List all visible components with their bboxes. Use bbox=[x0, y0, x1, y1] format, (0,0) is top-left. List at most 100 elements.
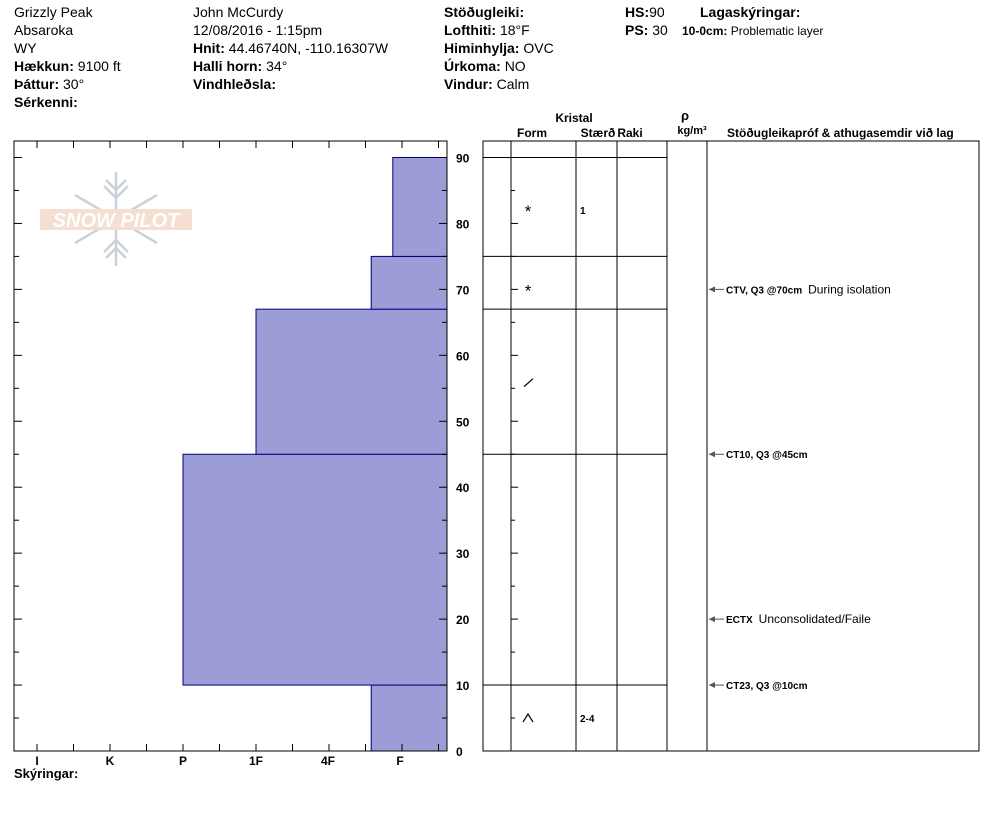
hardness-frame bbox=[13, 140, 448, 752]
grain-size-label: 1 bbox=[580, 206, 586, 217]
specifics-label: Sérkenni: bbox=[14, 94, 78, 110]
snowpilot-logo: SNOW PILOT bbox=[40, 172, 192, 266]
depth-label: 10 bbox=[456, 679, 470, 693]
tests-header: Stöðugleikapróf & athugasemdir við lag bbox=[727, 126, 954, 140]
test-code: CTV, Q3 @70cm bbox=[726, 285, 802, 296]
precip-row: Úrkoma: NO bbox=[444, 57, 526, 75]
test-code: CT10, Q3 @45cm bbox=[726, 450, 808, 461]
density-symbol: ρ bbox=[681, 108, 689, 123]
hardness-label: 1F bbox=[249, 754, 263, 768]
stability-label: Stöðugleiki: bbox=[444, 4, 525, 20]
hardness-axis-labels: I K P 1F 4F F bbox=[35, 754, 403, 768]
moisture-header: Raki bbox=[617, 126, 642, 140]
slope-label: Halli horn: bbox=[193, 58, 263, 74]
mountain-range: Absaroka bbox=[14, 22, 74, 38]
form-header: Form bbox=[517, 126, 547, 140]
elevation-row: Hækkun: 9100 ft bbox=[14, 57, 121, 75]
comments-label: Skýringar: bbox=[14, 766, 78, 781]
depth-label: 40 bbox=[456, 481, 470, 495]
test-note: Unconsolidated/Faile bbox=[759, 612, 871, 626]
observer-name: John McCurdy bbox=[193, 4, 284, 20]
aspect-value: 30° bbox=[63, 76, 85, 92]
hardness-bar-0 bbox=[370, 684, 448, 752]
hardness-bars bbox=[182, 156, 448, 752]
hardness-label: P bbox=[179, 754, 187, 768]
coords-value: 44.46740N, -110.16307W bbox=[228, 40, 389, 56]
depth-label: 30 bbox=[456, 547, 470, 561]
air-temp-label: Lofthiti: bbox=[444, 22, 497, 38]
crystal-header: Kristal bbox=[555, 111, 592, 125]
layer-note-range: 10-0cm: bbox=[682, 24, 728, 38]
depth-label: 60 bbox=[456, 349, 470, 363]
test-code: ECTX bbox=[726, 615, 753, 626]
table-depth-ticks bbox=[511, 156, 518, 752]
ps-row: PS: 30 bbox=[625, 21, 668, 39]
observation-datetime: 12/08/2016 - 1:15pm bbox=[193, 22, 323, 38]
layer-note-item: 10-0cm: Problematic layer bbox=[682, 22, 823, 40]
coords-label: Hnit: bbox=[193, 40, 225, 56]
precip-value: NO bbox=[504, 58, 526, 74]
layer-table-frame bbox=[482, 140, 980, 752]
elevation-label: Hækkun: bbox=[14, 58, 74, 74]
depth-label: 90 bbox=[456, 151, 470, 165]
layer-notes-title: Lagaskýringar: bbox=[700, 4, 801, 20]
coords-row: Hnit: 44.46740N, -110.16307W bbox=[193, 39, 388, 57]
aspect-row: Þáttur: 30° bbox=[14, 75, 84, 93]
precip-label: Úrkoma: bbox=[444, 58, 501, 74]
air-temp-value: 18°F bbox=[499, 22, 530, 38]
depth-label: 70 bbox=[456, 283, 470, 297]
form-symbol-star: * bbox=[525, 281, 532, 300]
form-symbol-star: * bbox=[525, 202, 532, 221]
depth-label: 20 bbox=[456, 613, 470, 627]
density-unit: kg/m³ bbox=[677, 125, 707, 137]
hardness-bar-2 bbox=[255, 308, 448, 455]
wind-loading-label: Vindhleðsla: bbox=[193, 76, 276, 92]
hardness-ticks bbox=[14, 141, 447, 752]
test-note: During isolation bbox=[808, 282, 891, 296]
depth-label: 50 bbox=[456, 415, 470, 429]
sky-label: Himinhylja: bbox=[444, 40, 520, 56]
hs-value: 90 bbox=[649, 4, 665, 20]
hardness-bar-1 bbox=[182, 453, 448, 686]
hardness-bar-4 bbox=[392, 156, 448, 257]
form-symbol-slash bbox=[523, 378, 534, 388]
air-temp-row: Lofthiti: 18°F bbox=[444, 21, 530, 39]
hardness-label: 4F bbox=[321, 754, 335, 768]
hardness-label: F bbox=[396, 754, 403, 768]
state: WY bbox=[14, 40, 37, 56]
logo-banner bbox=[40, 209, 192, 230]
layer-note-text: Problematic layer bbox=[730, 24, 824, 38]
sky-row: Himinhylja: OVC bbox=[444, 39, 554, 57]
location-name: Grizzly Peak bbox=[14, 4, 93, 20]
depth-axis-labels: 0 10 20 30 40 50 60 70 80 90 bbox=[456, 151, 470, 759]
hs-row: HS:90 bbox=[625, 3, 665, 21]
wind-label: Vindur: bbox=[444, 76, 493, 92]
stability-tests: CTV, Q3 @70cm During isolation CT10, Q3 @4… bbox=[709, 282, 891, 692]
slope-value: 34° bbox=[266, 58, 288, 74]
arrowhead-icon bbox=[709, 451, 715, 458]
logo-text: SNOW PILOT bbox=[53, 210, 181, 232]
ps-label: PS: bbox=[625, 22, 649, 38]
test-code: CT23, Q3 @10cm bbox=[726, 681, 808, 692]
hardness-label: K bbox=[106, 754, 115, 768]
depth-label: 0 bbox=[456, 745, 463, 759]
hs-label: HS: bbox=[625, 4, 650, 20]
grain-size-label: 2-4 bbox=[580, 714, 595, 725]
arrowhead-icon bbox=[709, 682, 715, 689]
sky-value: OVC bbox=[523, 40, 554, 56]
depth-label: 80 bbox=[456, 217, 470, 231]
slope-row: Halli horn: 34° bbox=[193, 57, 287, 75]
size-header: Stærð bbox=[581, 126, 616, 140]
arrowhead-icon bbox=[709, 616, 715, 623]
arrowhead-icon bbox=[709, 286, 715, 293]
wind-row: Vindur: Calm bbox=[444, 75, 529, 93]
aspect-label: Þáttur: bbox=[14, 76, 60, 92]
ps-value: 30 bbox=[652, 22, 668, 38]
wind-value: Calm bbox=[496, 76, 530, 92]
hardness-label: I bbox=[35, 754, 38, 768]
elevation-value: 9100 ft bbox=[77, 58, 121, 74]
hardness-bar-3 bbox=[370, 255, 448, 310]
grain-form-symbols: * 1 * 2-4 bbox=[522, 202, 595, 725]
form-symbol-caret bbox=[522, 712, 534, 723]
